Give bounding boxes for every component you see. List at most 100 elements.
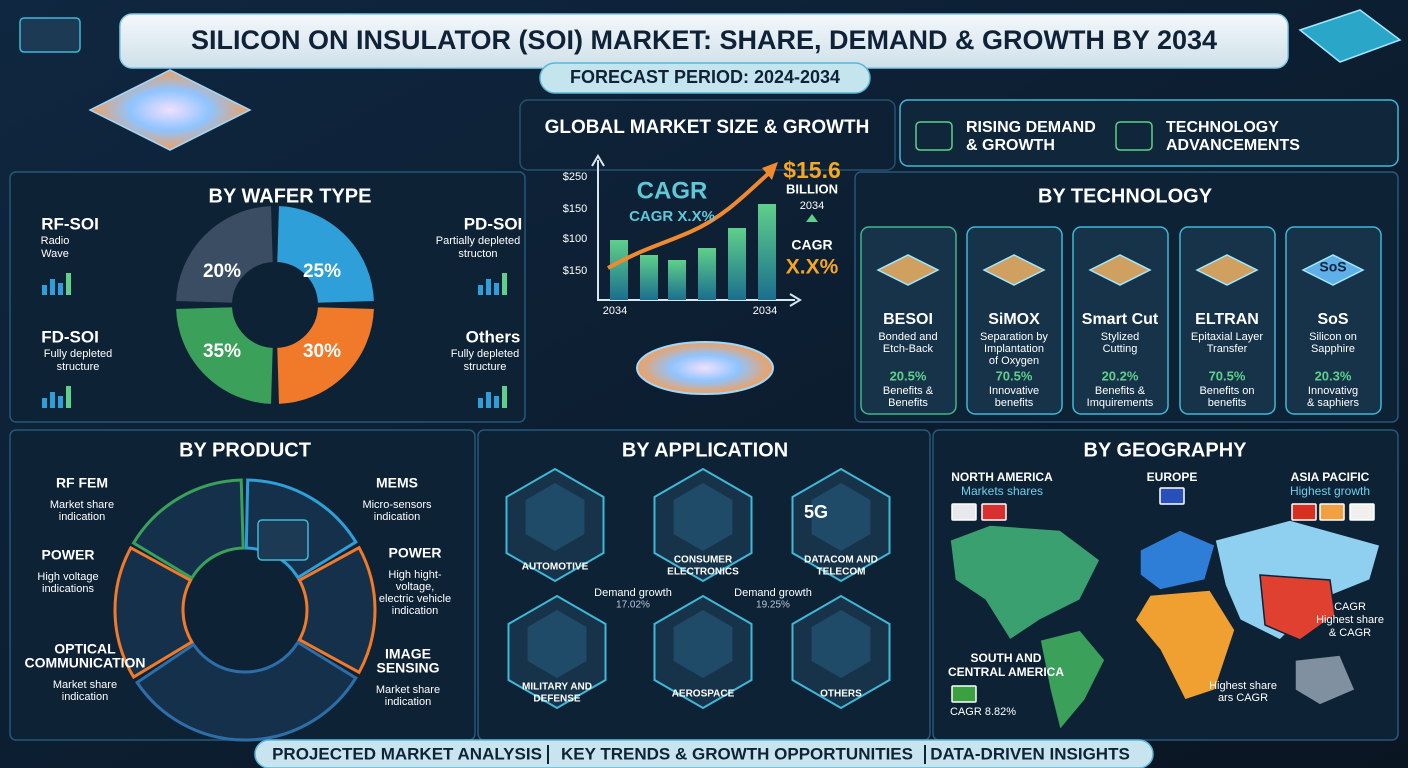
tech-icon bbox=[1088, 254, 1152, 286]
region-note: CAGR 8.82% bbox=[950, 706, 1016, 718]
panel bbox=[9, 171, 526, 423]
map-region bbox=[1139, 529, 1216, 591]
tech-desc: of Oxygen bbox=[989, 355, 1039, 367]
bar-decor bbox=[698, 248, 716, 300]
product-desc: Market share bbox=[53, 679, 117, 691]
tech-note: Benefits bbox=[888, 397, 928, 409]
tech-desc: Implantation bbox=[984, 343, 1044, 355]
application-name: DATACOM AND bbox=[804, 555, 878, 566]
flag-icon bbox=[951, 503, 977, 521]
market-value: $15.6 bbox=[783, 157, 841, 183]
segment-share: 35% bbox=[203, 341, 241, 362]
title: SILICON ON INSULATOR (SOI) MARKET: SHARE… bbox=[191, 25, 1217, 55]
product-desc: Market share bbox=[50, 499, 114, 511]
cagr-value: X.X% bbox=[786, 256, 839, 279]
product-name: COMMUNICATION bbox=[24, 655, 145, 671]
bar-decor bbox=[610, 240, 628, 300]
application-icon bbox=[811, 483, 871, 551]
product-desc: indication bbox=[374, 511, 420, 523]
section-title: BY APPLICATION bbox=[622, 439, 788, 461]
tech-desc: Cutting bbox=[1103, 343, 1138, 355]
donut-segment bbox=[174, 204, 275, 305]
product-desc: electric vehicle bbox=[379, 593, 451, 605]
application-icon bbox=[525, 483, 585, 551]
axis-label: $150 bbox=[563, 265, 587, 277]
application-icon bbox=[811, 610, 871, 678]
chip-icon bbox=[1298, 9, 1402, 63]
mini-bar-icon bbox=[486, 392, 491, 408]
tech-note: Benefits on bbox=[1199, 385, 1254, 397]
tech-name: BESOI bbox=[883, 311, 933, 328]
region-name: EUROPE bbox=[1147, 470, 1198, 484]
bar-decor bbox=[668, 260, 686, 300]
bar-decor bbox=[640, 255, 658, 300]
product-desc: indication bbox=[62, 691, 108, 703]
product-ring-segment bbox=[113, 545, 194, 680]
axis-arrow bbox=[591, 154, 605, 167]
segment-name: RF-SOI bbox=[41, 214, 99, 233]
map-region bbox=[1259, 574, 1336, 641]
region-name: NORTH AMERICA bbox=[951, 470, 1053, 484]
growth-label: Demand growth bbox=[594, 587, 672, 599]
tech-desc: Stylized bbox=[1101, 331, 1140, 343]
segment-desc: structon bbox=[458, 248, 497, 260]
application-name: OTHERS bbox=[820, 689, 862, 700]
tech-share: 20.5% bbox=[890, 368, 927, 383]
market-year: 2034 bbox=[800, 200, 824, 212]
segment-share: 20% bbox=[203, 261, 241, 282]
product-desc: indication bbox=[59, 511, 105, 523]
highlight-text: ADVANCEMENTS bbox=[1166, 137, 1300, 154]
icon-label: SoS bbox=[1319, 259, 1346, 275]
application-name: DEFENSE bbox=[533, 694, 581, 705]
segment-share: 30% bbox=[303, 341, 341, 362]
segment-desc: Partially depleted bbox=[436, 235, 520, 247]
product-ring-segment bbox=[297, 545, 377, 675]
growth-value: 19.25% bbox=[756, 600, 790, 611]
tech-desc: Silicon on bbox=[1309, 331, 1357, 343]
flag-icon bbox=[981, 503, 1007, 521]
callout: CAGR bbox=[1334, 601, 1366, 613]
mini-bar-icon bbox=[66, 273, 71, 295]
tech-desc: Epitaxial Layer bbox=[1191, 331, 1263, 343]
cagr-title: CAGR bbox=[637, 177, 708, 204]
region-note: Markets shares bbox=[961, 484, 1043, 498]
map-region bbox=[1134, 589, 1236, 701]
tech-desc: Bonded and bbox=[878, 331, 937, 343]
region-note: Highest growth bbox=[1290, 484, 1370, 498]
footer-text: PROJECTED MARKET ANALYSIS bbox=[272, 744, 542, 763]
tech-icon bbox=[982, 254, 1046, 286]
tech-share: 20.3% bbox=[1315, 368, 1352, 383]
highlight-panel bbox=[899, 99, 1399, 167]
segment-name: FD-SOI bbox=[41, 327, 99, 346]
map-region bbox=[1294, 654, 1356, 706]
chip-icon bbox=[257, 519, 309, 561]
product-name: MEMS bbox=[376, 475, 418, 491]
trend-arrow bbox=[762, 162, 778, 180]
product-ring-segment bbox=[131, 478, 245, 581]
product-name: SENSING bbox=[376, 660, 439, 676]
tech-desc: Sapphire bbox=[1311, 343, 1355, 355]
map-region bbox=[949, 524, 1101, 642]
flag-icon bbox=[1291, 503, 1317, 521]
wafer-icon bbox=[636, 341, 774, 395]
segment-desc: structure bbox=[464, 361, 507, 373]
bar-decor bbox=[728, 228, 746, 300]
mini-bar-icon bbox=[58, 283, 63, 295]
mini-bar-icon bbox=[494, 283, 499, 295]
tech-desc: Transfer bbox=[1207, 343, 1248, 355]
product-desc: High voltage bbox=[37, 571, 98, 583]
product-desc: indications bbox=[42, 583, 94, 595]
trend-line bbox=[607, 170, 772, 270]
product-name: RF FEM bbox=[56, 475, 108, 491]
product-name: IMAGE bbox=[385, 646, 431, 662]
bar-decor bbox=[758, 204, 776, 300]
tech-note: Innovativg bbox=[1308, 385, 1358, 397]
flag-icon bbox=[951, 685, 977, 703]
flag-icon bbox=[1159, 487, 1185, 505]
icon-label: 5G bbox=[804, 502, 828, 522]
callout: Highest share bbox=[1316, 614, 1384, 626]
mini-bar-icon bbox=[50, 392, 55, 408]
product-desc: voltage, bbox=[396, 581, 435, 593]
region-name: ASIA PACIFIC bbox=[1291, 470, 1370, 484]
mini-bar-icon bbox=[502, 273, 507, 295]
